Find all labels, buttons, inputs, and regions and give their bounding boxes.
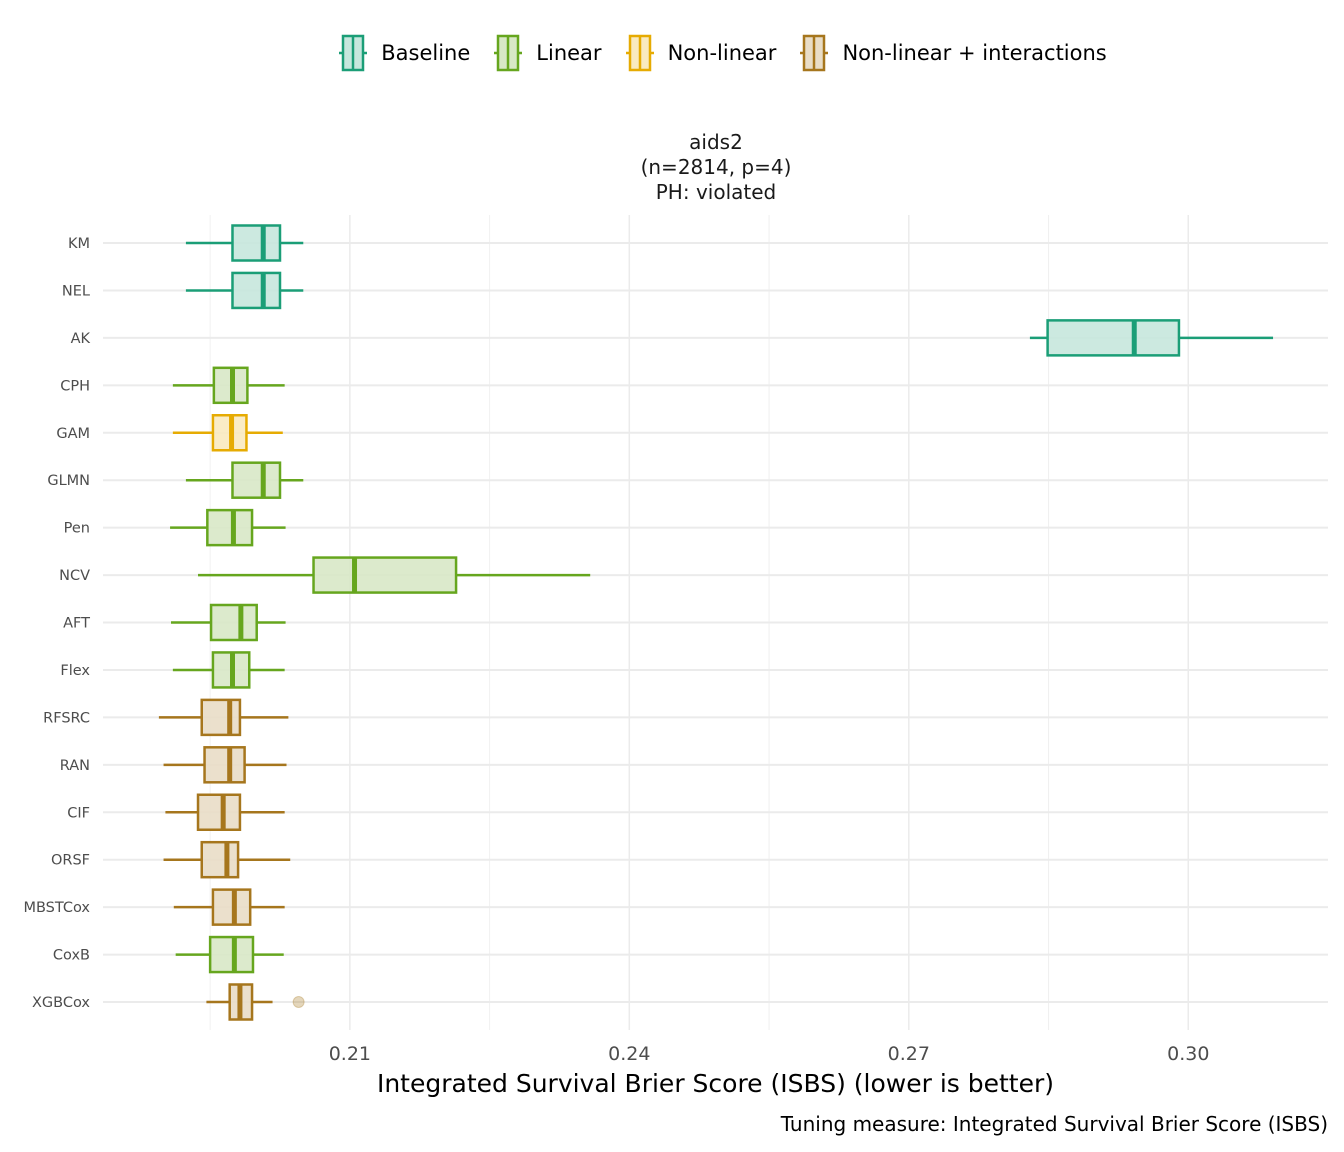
y-tick-label: RAN xyxy=(60,758,90,774)
facet-title: aids2 (n=2814, p=4) PH: violated xyxy=(416,130,1016,205)
legend-label: Non-linear + interactions xyxy=(842,41,1107,65)
facet-ph: PH: violated xyxy=(655,180,777,204)
legend-key-icon xyxy=(494,34,523,72)
box-km xyxy=(185,224,304,262)
y-tick-label: CPH xyxy=(60,378,90,394)
iqr-box xyxy=(209,603,258,642)
y-tick-label: CIF xyxy=(67,805,90,821)
iqr-box xyxy=(196,793,242,831)
legend-item-linear: Linear xyxy=(492,34,602,72)
box-rfsrc xyxy=(158,698,289,737)
iqr-box xyxy=(231,271,282,310)
y-tick-label: RFSRC xyxy=(43,710,90,726)
legend-label: Non-linear xyxy=(667,41,777,65)
y-tick-label: GAM xyxy=(56,426,90,442)
x-tick-label: 0.30 xyxy=(1167,1043,1209,1065)
y-tick-label: Pen xyxy=(64,521,90,537)
y-tick-label: NEL xyxy=(62,283,90,299)
facet-dataset: aids2 xyxy=(689,130,743,154)
legend-item-non-linear-interactions: Non-linear + interactions xyxy=(798,34,1107,72)
box-cph xyxy=(172,366,285,405)
y-tick-label: NCV xyxy=(59,568,90,584)
box-ak xyxy=(1029,319,1274,357)
iqr-box xyxy=(208,935,255,974)
box-xgbcox xyxy=(206,983,305,1021)
y-tick-label: GLMN xyxy=(47,473,90,489)
y-tick-label: KM xyxy=(68,236,90,252)
y-tick-label: XGBCox xyxy=(32,995,90,1011)
y-tick-label: ORSF xyxy=(51,853,90,869)
legend-key-icon xyxy=(800,34,829,72)
iqr-box xyxy=(1046,319,1181,357)
y-tick-label: MBSTCox xyxy=(23,900,90,916)
box-ran xyxy=(163,746,287,784)
iqr-box xyxy=(312,556,458,594)
legend: Baseline Linear Non-linear Non-linear + … xyxy=(0,34,1344,72)
iqr-box xyxy=(200,840,240,879)
x-tick-label: 0.24 xyxy=(608,1043,650,1065)
box-mbstcox xyxy=(173,888,285,926)
y-tick-label: AK xyxy=(71,331,91,347)
box-flex xyxy=(172,651,285,689)
y-tick-label: AFT xyxy=(63,616,90,632)
iqr-box xyxy=(231,461,282,499)
outlier-point xyxy=(292,996,305,1008)
y-tick-label: CoxB xyxy=(53,948,90,964)
box-cif xyxy=(165,793,285,831)
y-tick-label: Flex xyxy=(60,663,90,679)
x-tick-label: 0.27 xyxy=(888,1043,930,1065)
iqr-box xyxy=(200,698,242,737)
box-gam xyxy=(172,414,283,452)
legend-item-non-linear: Non-linear xyxy=(624,34,777,72)
box-aft xyxy=(171,603,286,642)
legend-item-baseline: Baseline xyxy=(337,34,470,72)
legend-label: Baseline xyxy=(381,41,471,65)
legend-key-icon xyxy=(339,34,368,72)
box-nel xyxy=(185,271,304,310)
box-glmn xyxy=(185,461,304,499)
box-orsf xyxy=(163,840,291,879)
box-pen xyxy=(170,508,286,547)
box-coxb xyxy=(175,935,284,974)
iqr-box xyxy=(203,746,246,784)
x-tick-label: 0.21 xyxy=(329,1043,371,1065)
facet-size: (n=2814, p=4) xyxy=(640,155,792,179)
legend-key-icon xyxy=(625,34,654,72)
iqr-box xyxy=(231,224,282,262)
iqr-box xyxy=(206,508,254,547)
legend-label: Linear xyxy=(536,41,602,65)
caption: Tuning measure: Integrated Survival Brie… xyxy=(780,1112,1328,1136)
x-axis-title: Integrated Survival Brier Score (ISBS) (… xyxy=(376,1069,1055,1098)
iqr-box xyxy=(211,888,252,926)
box-ncv xyxy=(198,556,591,594)
